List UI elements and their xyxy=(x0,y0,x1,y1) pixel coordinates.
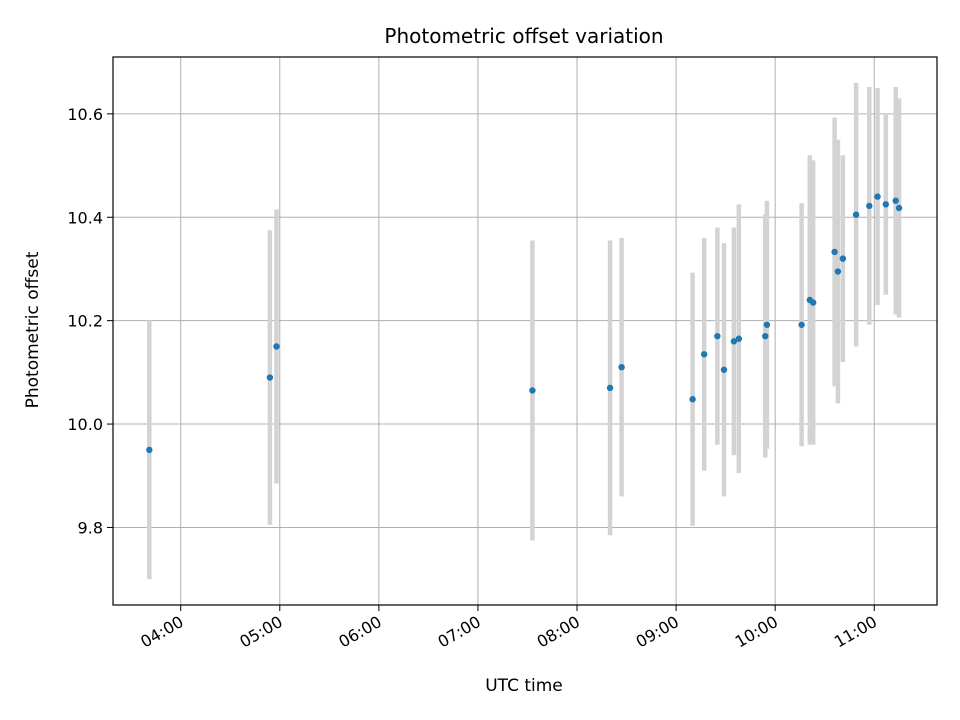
data-point xyxy=(735,335,743,342)
data-point xyxy=(882,201,890,208)
data-point xyxy=(266,374,274,381)
data-point xyxy=(809,299,817,306)
data-point xyxy=(606,384,614,392)
y-tick-label: 10.6 xyxy=(67,105,103,124)
data-point xyxy=(730,338,738,345)
chart-title: Photometric offset variation xyxy=(384,24,663,48)
data-point xyxy=(529,387,536,394)
data-point xyxy=(618,363,625,371)
data-point xyxy=(798,321,805,328)
x-axis-title: UTC time xyxy=(485,676,563,696)
data-point xyxy=(689,396,696,403)
data-point xyxy=(866,202,873,210)
data-point xyxy=(762,332,769,340)
data-point xyxy=(146,446,153,454)
data-point xyxy=(763,321,771,328)
data-point xyxy=(273,343,280,350)
data-points xyxy=(146,193,903,454)
y-tick-label: 9.8 xyxy=(78,518,103,537)
y-axis-ticks: 9.8 10.0 10.2 10.4 10.6 xyxy=(67,105,113,537)
data-point xyxy=(720,366,728,373)
data-point xyxy=(700,351,708,358)
data-point xyxy=(874,193,881,200)
y-tick-label: 10.2 xyxy=(67,312,103,331)
data-point xyxy=(852,211,860,218)
data-point xyxy=(834,268,842,275)
data-point xyxy=(892,197,899,204)
data-point xyxy=(895,204,903,212)
data-point xyxy=(839,255,847,262)
y-tick-label: 10.4 xyxy=(67,208,103,227)
data-point xyxy=(714,332,721,340)
y-axis-title: Photometric offset xyxy=(23,251,43,408)
plot-frame xyxy=(112,56,938,606)
data-point xyxy=(831,248,838,256)
y-tick-label: 10.0 xyxy=(67,415,103,434)
